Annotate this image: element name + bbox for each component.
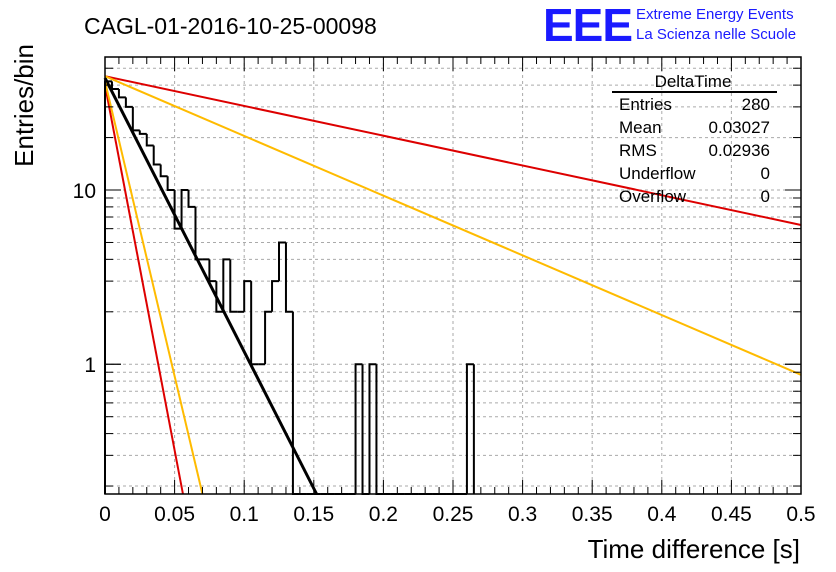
histogram-bin xyxy=(117,88,126,99)
stats-label: Underflow xyxy=(619,164,696,183)
histogram-bin xyxy=(159,164,168,178)
stats-title: DeltaTime xyxy=(655,72,732,91)
fit-line xyxy=(104,84,184,495)
x-tick-label: 0.1 xyxy=(230,503,259,526)
histogram-bin xyxy=(110,81,119,90)
histogram-bin xyxy=(264,310,273,365)
histogram-bin xyxy=(250,281,259,366)
histogram-bin xyxy=(124,97,133,108)
histogram-bin xyxy=(361,364,370,495)
x-tick-label: 0.3 xyxy=(508,503,537,526)
histogram-bin xyxy=(208,259,217,283)
histogram-bin xyxy=(368,363,377,494)
grid xyxy=(105,57,801,494)
stats-label: Overflow xyxy=(619,187,687,206)
histogram-bin xyxy=(166,176,175,192)
logo-line-2: La Scienza nelle Scuole xyxy=(636,26,796,43)
histogram-bin xyxy=(375,364,384,495)
histogram-bin xyxy=(465,363,474,494)
stats-value: 0 xyxy=(761,164,770,183)
histogram-bin xyxy=(152,145,161,166)
histogram-bin xyxy=(138,130,147,135)
histogram-bin xyxy=(180,189,189,229)
y-axis-label: Entries/bin xyxy=(9,44,39,167)
histogram-bin xyxy=(194,206,203,261)
logo-line-1: Extreme Energy Events xyxy=(636,6,794,23)
x-tick-label: 0.2 xyxy=(369,503,398,526)
x-tick-label: 0.35 xyxy=(572,503,613,526)
histogram-bin xyxy=(145,133,154,147)
histogram-bin xyxy=(131,106,140,132)
x-tick-label: 0.15 xyxy=(293,503,334,526)
fit-line xyxy=(104,81,204,495)
x-tick-label: 0.4 xyxy=(647,503,677,526)
stats-label: Mean xyxy=(619,118,662,137)
stats-label: RMS xyxy=(619,141,657,160)
y-tick-label: 10 xyxy=(73,180,96,203)
stats-label: Entries xyxy=(619,95,672,114)
histogram-bin xyxy=(187,190,196,208)
histogram-bin xyxy=(229,259,238,313)
x-tick-label: 0 xyxy=(99,503,111,526)
tick-labels: 0 0.05 0.1 0.15 0.2 0.25 0.3 0.35 0.4 0.45 0.5 1 10 xyxy=(73,180,816,526)
histogram-bin xyxy=(243,280,252,312)
x-tick-label: 0.45 xyxy=(711,503,752,526)
stats-value: 0.03027 xyxy=(709,118,770,137)
fit-line xyxy=(104,75,802,376)
histogram-bin xyxy=(278,241,286,282)
histogram-bin xyxy=(222,258,231,312)
histogram-bin xyxy=(215,281,224,313)
stats-value: 280 xyxy=(742,95,770,114)
y-tick-label: 1 xyxy=(84,354,96,377)
histogram-bin xyxy=(271,280,279,312)
x-axis-label: Time difference [s] xyxy=(588,534,800,564)
x-tick-label: 0.5 xyxy=(786,503,815,526)
fit-line xyxy=(103,77,318,495)
histogram-bin xyxy=(173,190,182,230)
histogram-bin xyxy=(354,363,363,494)
x-tick-label: 0.05 xyxy=(154,503,195,526)
stats-value: 0 xyxy=(761,187,770,206)
stats-value: 0.02936 xyxy=(709,141,770,160)
x-tick-label: 0.25 xyxy=(433,503,474,526)
eee-logo: EEE xyxy=(543,0,632,51)
axes xyxy=(104,56,802,495)
histogram-bin xyxy=(284,242,293,313)
fit-line xyxy=(104,75,802,226)
histogram-bin xyxy=(104,80,112,494)
fit-lines xyxy=(103,75,802,495)
stats-box: DeltaTime Entries 280 Mean 0.03027 RMS 0… xyxy=(612,72,777,206)
run-title: CAGL-01-2016-10-25-00098 xyxy=(84,13,377,39)
